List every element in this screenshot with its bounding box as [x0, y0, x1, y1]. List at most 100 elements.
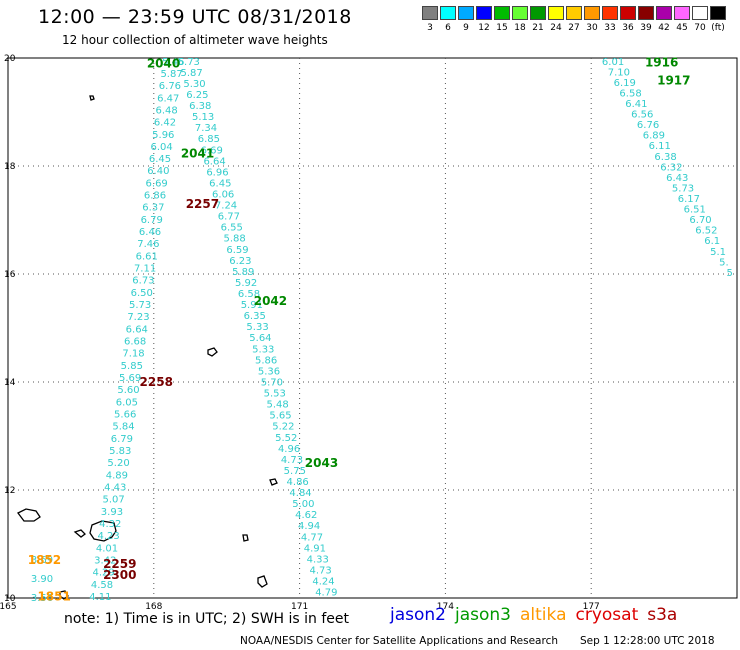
colorbar-swatch: [710, 6, 726, 20]
wave-height-value: 6.23: [229, 256, 251, 267]
wave-height-value: 5.84: [112, 422, 134, 433]
colorbar-swatch: [620, 6, 636, 20]
wave-height-value: 6.61: [136, 251, 158, 262]
satellite-tracks: 5.465.876.766.476.486.425.966.046.456.40…: [31, 57, 733, 604]
wave-height-value: 6.64: [203, 156, 225, 167]
wave-height-value: 5.92: [235, 278, 257, 289]
colorbar-tick: 24: [550, 23, 562, 33]
wave-height-value: 5.87: [181, 68, 203, 79]
wave-height-value: 6.45: [209, 178, 231, 189]
longitude-label: 174: [437, 602, 454, 612]
colorbar-swatch: [512, 6, 528, 20]
wave-height-value: 6.79: [111, 434, 133, 445]
island-outline: [207, 347, 218, 357]
wave-height-value: 3.69: [31, 555, 53, 566]
wave-height-value: 4.86: [287, 477, 309, 488]
wave-height-value: 6.77: [218, 212, 240, 223]
wave-height-value: 6.04: [151, 142, 173, 153]
map-title: 12:00 — 23:59 UTC 08/31/2018: [38, 6, 352, 28]
island-outline: [257, 575, 268, 588]
island-outline: [242, 534, 249, 542]
colorbar-tick: 30: [586, 23, 598, 33]
island-outline: [59, 590, 69, 600]
wave-height-value: 7.10: [608, 67, 630, 78]
colorbar-swatch: [494, 6, 510, 20]
wave-height-value: 6.43: [666, 173, 688, 184]
wave-height-value: 6.68: [124, 337, 146, 348]
pass-time-label: 2259: [103, 557, 136, 571]
wave-height-value: 5: [727, 268, 733, 279]
wave-height-value: 6.79: [141, 215, 163, 226]
wave-height-value: 6.01: [602, 57, 624, 68]
colorbar-tick: 27: [568, 23, 580, 33]
island-outline: [89, 520, 117, 542]
wave-height-value: 6.17: [678, 194, 700, 205]
map-subtitle: 12 hour collection of altimeter wave hei…: [62, 33, 328, 47]
island-outline: [17, 508, 41, 522]
latitude-label: 16: [4, 270, 16, 280]
legend-cryosat: cryosat: [575, 605, 639, 625]
wave-height-value: 6.41: [625, 99, 647, 110]
wave-height-value: 6.47: [157, 93, 179, 104]
wave-height-value: 5.30: [183, 79, 205, 90]
colorbar-tick: 18: [514, 23, 526, 33]
wave-height-value: 7.18: [122, 349, 144, 360]
wave-height-value: 4.84: [289, 488, 311, 499]
wave-height-value: 6.35: [244, 311, 266, 322]
wave-height-value: 5.60: [117, 385, 139, 396]
colorbar-swatch: [674, 6, 690, 20]
pass-time-label: 1917: [657, 74, 690, 88]
colorbar-swatch: [422, 6, 438, 20]
wave-height-value: 4.58: [91, 580, 113, 591]
wave-height-value: 3.42: [94, 555, 116, 566]
wave-height-value: 5.91: [241, 300, 263, 311]
wave-height-value: 4.23: [97, 531, 119, 542]
wave-height-value: 6.69: [146, 178, 168, 189]
wave-height-value: 5.75: [284, 466, 306, 477]
wave-height-value: 5.96: [152, 130, 174, 141]
wave-height-value: 4.79: [315, 588, 337, 599]
map-grid: [8, 58, 737, 598]
wave-height-value: 5.86: [255, 355, 277, 366]
wave-height-value: 4.62: [295, 510, 317, 521]
wave-height-value: 4.96: [278, 444, 300, 455]
wave-height-value: 4.43: [104, 482, 126, 493]
wave-height-value: 5.73: [178, 57, 200, 68]
pass-time-label: 2042: [254, 294, 287, 308]
wave-height-value: 6.76: [159, 81, 181, 92]
legend-jason2: jason2: [390, 605, 446, 625]
wave-height-value: 3.56: [31, 593, 53, 604]
colorbar-swatch: [566, 6, 582, 20]
colorbar-swatch: [458, 6, 474, 20]
wave-height-value: 7.46: [137, 239, 159, 250]
island-outline: [89, 95, 95, 101]
wave-height-value: 4.29: [93, 568, 115, 579]
wave-height-value: 5.73: [129, 300, 151, 311]
wave-height-value: 6.70: [689, 215, 711, 226]
colorbar-swatch: [656, 6, 672, 20]
wave-height-value: 6.32: [660, 162, 682, 173]
latitude-label: 14: [4, 378, 16, 388]
latitude-label: 12: [4, 486, 15, 496]
longitude-label: 171: [291, 602, 308, 612]
wave-height-value: 6.1: [704, 236, 720, 247]
wave-height-value: 3.93: [101, 507, 123, 518]
wave-height-value: 6.11: [649, 141, 671, 152]
colorbar-swatch: [440, 6, 456, 20]
axis-labels: 165 168 171 174 177 20 18 16 14 12 10: [0, 54, 600, 612]
pass-time-label: 2300: [103, 568, 136, 582]
wave-height-value: 6.25: [186, 90, 208, 101]
wave-height-value: 6.58: [619, 88, 641, 99]
wave-height-value: 6.59: [226, 245, 248, 256]
wave-height-value: 5.22: [272, 422, 294, 433]
wave-height-value: 4.73: [309, 565, 331, 576]
wave-height-value: 6.76: [637, 120, 659, 131]
colorbar-swatch: [584, 6, 600, 20]
pass-time-label: 2043: [305, 456, 338, 470]
wave-height-value: 5.13: [192, 112, 214, 123]
pass-time-label: 2258: [140, 375, 173, 389]
wave-height-value: 6.69: [201, 145, 223, 156]
colorbar-tick: 70: [694, 23, 706, 33]
island-outline: [73, 529, 86, 538]
